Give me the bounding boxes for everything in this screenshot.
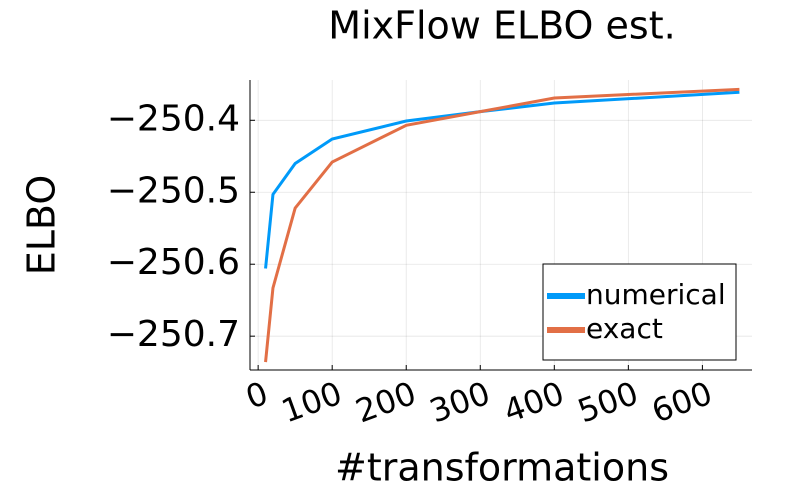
line-series (264, 87, 740, 363)
x-axis-label: #transformations (335, 446, 669, 490)
legend-box (542, 263, 737, 361)
y-tick-label: −250.6 (107, 242, 240, 283)
x-tick-label: 500 (573, 374, 643, 431)
x-tick-label: 600 (647, 374, 717, 431)
x-tick-label: 300 (425, 374, 495, 431)
x-tick-label: 100 (277, 374, 347, 431)
x-tick-label: 200 (351, 374, 421, 431)
y-axis-label: ELBO (20, 175, 64, 276)
x-tick-label: 400 (499, 374, 569, 431)
legend-label: exact (586, 312, 663, 345)
line-series (264, 90, 740, 269)
chart-title: MixFlow ELBO est. (328, 4, 675, 48)
y-tick-label: −250.7 (107, 314, 240, 355)
legend-label: numerical (586, 278, 726, 311)
y-tick-label: −250.4 (107, 98, 240, 139)
x-tick-label: 0 (241, 374, 273, 417)
y-tick-label: −250.5 (107, 170, 240, 211)
